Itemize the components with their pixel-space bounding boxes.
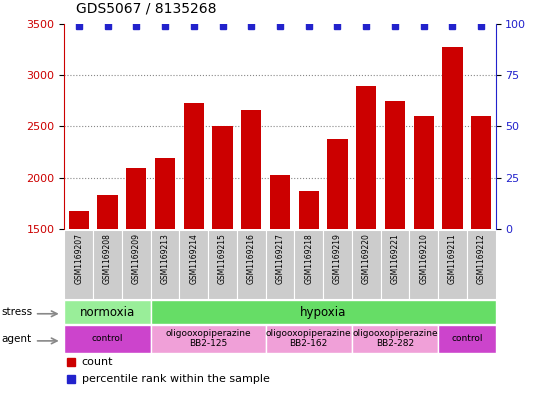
Bar <box>237 230 265 299</box>
Text: GSM1169217: GSM1169217 <box>276 233 284 284</box>
Text: control: control <box>451 334 483 343</box>
Text: GSM1169215: GSM1169215 <box>218 233 227 284</box>
Bar <box>442 47 463 229</box>
Bar <box>385 101 405 229</box>
Bar <box>208 230 237 299</box>
Bar <box>179 230 208 299</box>
Text: GSM1169211: GSM1169211 <box>448 233 457 284</box>
Bar <box>241 110 262 229</box>
Bar <box>323 230 352 299</box>
Bar <box>151 230 179 299</box>
Text: GDS5067 / 8135268: GDS5067 / 8135268 <box>76 2 216 16</box>
Bar <box>93 230 122 299</box>
Text: oligooxopiperazine
BB2-162: oligooxopiperazine BB2-162 <box>266 329 352 349</box>
Bar <box>265 325 352 353</box>
Bar <box>122 230 151 299</box>
Bar <box>270 174 290 229</box>
Text: GSM1169207: GSM1169207 <box>74 233 83 284</box>
Bar <box>155 158 175 229</box>
Text: count: count <box>82 357 113 367</box>
Bar <box>471 116 491 229</box>
Bar <box>467 230 496 299</box>
Text: percentile rank within the sample: percentile rank within the sample <box>82 374 269 384</box>
Text: oligooxopiperazine
BB2-125: oligooxopiperazine BB2-125 <box>165 329 251 349</box>
Text: GSM1169214: GSM1169214 <box>189 233 198 284</box>
Bar <box>438 325 496 353</box>
Bar <box>151 325 265 353</box>
Text: GSM1169212: GSM1169212 <box>477 233 486 284</box>
Bar <box>64 230 93 299</box>
Bar <box>295 230 323 299</box>
Bar <box>414 116 434 229</box>
Text: hypoxia: hypoxia <box>300 305 346 319</box>
Bar <box>438 230 467 299</box>
Bar <box>151 300 496 324</box>
Text: GSM1169220: GSM1169220 <box>362 233 371 284</box>
Bar <box>381 230 409 299</box>
Bar <box>184 103 204 229</box>
Text: GSM1169219: GSM1169219 <box>333 233 342 284</box>
Text: control: control <box>92 334 123 343</box>
Text: normoxia: normoxia <box>80 305 135 319</box>
Bar <box>352 325 438 353</box>
Text: agent: agent <box>1 334 31 344</box>
Bar <box>97 195 118 229</box>
Bar <box>126 169 146 229</box>
Text: GSM1169216: GSM1169216 <box>247 233 256 284</box>
Bar <box>298 191 319 229</box>
Bar <box>64 300 151 324</box>
Text: GSM1169209: GSM1169209 <box>132 233 141 284</box>
Bar <box>352 230 381 299</box>
Bar <box>69 211 89 229</box>
Bar <box>328 139 348 229</box>
Text: oligooxopiperazine
BB2-282: oligooxopiperazine BB2-282 <box>352 329 438 349</box>
Bar <box>265 230 295 299</box>
Bar <box>212 126 232 229</box>
Bar <box>356 86 376 229</box>
Text: GSM1169208: GSM1169208 <box>103 233 112 284</box>
Text: GSM1169213: GSM1169213 <box>161 233 170 284</box>
Text: GSM1169210: GSM1169210 <box>419 233 428 284</box>
Text: GSM1169218: GSM1169218 <box>304 233 313 284</box>
Bar <box>409 230 438 299</box>
Bar <box>64 325 151 353</box>
Text: stress: stress <box>1 307 32 317</box>
Text: GSM1169221: GSM1169221 <box>390 233 399 284</box>
